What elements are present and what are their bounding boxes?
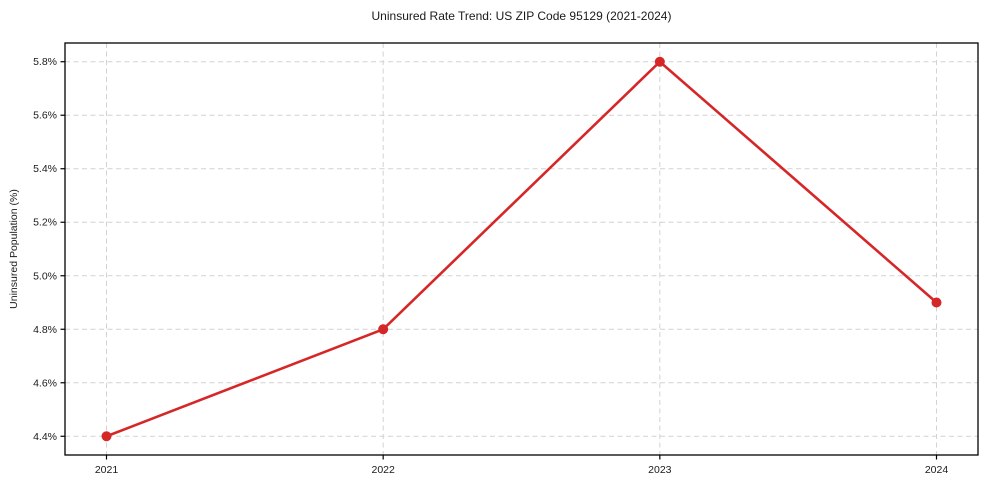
chart-title: Uninsured Rate Trend: US ZIP Code 95129 … — [371, 9, 672, 23]
y-tick-label: 4.6% — [33, 377, 57, 389]
data-point-marker — [931, 297, 942, 308]
data-point-marker — [654, 56, 665, 67]
x-tick-label: 2024 — [925, 464, 949, 476]
data-point-marker — [101, 431, 112, 442]
y-tick-label: 4.8% — [33, 324, 57, 336]
axes-spines — [64, 42, 979, 456]
y-tick-label: 5.8% — [33, 56, 57, 68]
trend-line — [105, 59, 938, 438]
data-point-marker — [378, 324, 389, 335]
y-tick-label: 5.4% — [33, 163, 57, 175]
y-tick-label: 5.0% — [33, 270, 57, 282]
y-tick-label: 4.4% — [33, 431, 57, 443]
x-tick-label: 2021 — [95, 464, 119, 476]
x-tick-label: 2023 — [648, 464, 672, 476]
y-tick-label: 5.2% — [33, 217, 57, 229]
x-tick-label: 2022 — [371, 464, 395, 476]
y-tick-label: 5.6% — [33, 110, 57, 122]
